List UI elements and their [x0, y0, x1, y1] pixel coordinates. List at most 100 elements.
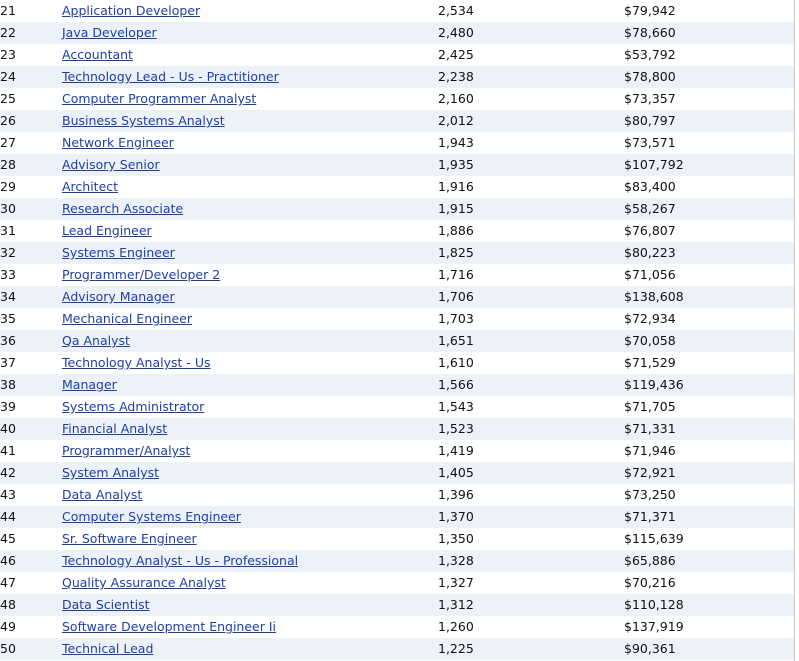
salary-cell: $78,660 — [624, 25, 676, 40]
rank-cell: 28 — [0, 157, 16, 172]
count-cell: 1,716 — [438, 267, 474, 282]
job-title-link[interactable]: Programmer/Analyst — [62, 443, 191, 458]
salary-cell: $76,807 — [624, 223, 676, 238]
rank-cell: 30 — [0, 201, 16, 216]
job-title-cell: Technology Analyst - Us — [62, 352, 211, 374]
job-title-cell: Programmer/Developer 2 — [62, 264, 220, 286]
salary-cell: $71,331 — [624, 421, 676, 436]
rank-cell: 36 — [0, 333, 16, 348]
job-title-link[interactable]: Sr. Software Engineer — [62, 531, 197, 546]
job-title-link[interactable]: Advisory Manager — [62, 289, 175, 304]
salary-cell: $71,529 — [624, 355, 676, 370]
job-title-link[interactable]: Financial Analyst — [62, 421, 168, 436]
job-title-cell: Technology Lead - Us - Practitioner — [62, 66, 279, 88]
job-title-link[interactable]: Technology Analyst - Us — [62, 355, 211, 370]
table-row: 45 Sr. Software Engineer 1,350 $115,639 — [0, 528, 794, 550]
job-title-cell: Java Developer — [62, 22, 157, 44]
rank-cell: 41 — [0, 443, 16, 458]
salary-cell: $73,357 — [624, 91, 676, 106]
job-title-link[interactable]: System Analyst — [62, 465, 160, 480]
count-cell: 1,405 — [438, 465, 474, 480]
salary-cell: $72,934 — [624, 311, 676, 326]
job-title-link[interactable]: Qa Analyst — [62, 333, 130, 348]
count-cell: 2,480 — [438, 25, 474, 40]
job-title-link[interactable]: Lead Engineer — [62, 223, 152, 238]
rank-cell: 48 — [0, 597, 16, 612]
job-title-link[interactable]: Programmer/Developer 2 — [62, 267, 221, 282]
job-title-cell: Software Development Engineer Ii — [62, 616, 276, 638]
count-cell: 1,610 — [438, 355, 474, 370]
job-title-link[interactable]: Data Analyst — [62, 487, 143, 502]
job-title-link[interactable]: Technology Lead - Us - Practitioner — [62, 69, 279, 84]
count-cell: 2,012 — [438, 113, 474, 128]
job-title-link[interactable]: Data Scientist — [62, 597, 150, 612]
rank-cell: 44 — [0, 509, 16, 524]
job-title-cell: Manager — [62, 374, 117, 396]
table-row: 28 Advisory Senior 1,935 $107,792 — [0, 154, 794, 176]
table-row: 25 Computer Programmer Analyst 2,160 $73,35… — [0, 88, 794, 110]
job-title-cell: Technical Lead — [62, 638, 153, 660]
salary-cell: $71,056 — [624, 267, 676, 282]
job-title-link[interactable]: Systems Engineer — [62, 245, 175, 260]
count-cell: 2,238 — [438, 69, 474, 84]
count-cell: 1,943 — [438, 135, 474, 150]
count-cell: 1,225 — [438, 641, 474, 656]
rank-cell: 49 — [0, 619, 16, 634]
salary-cell: $53,792 — [624, 47, 676, 62]
job-title-link[interactable]: Architect — [62, 179, 119, 194]
table-row: 27 Network Engineer 1,943 $73,571 — [0, 132, 794, 154]
job-title-cell: Quality Assurance Analyst — [62, 572, 226, 594]
job-title-cell: Mechanical Engineer — [62, 308, 192, 330]
job-title-link[interactable]: Technical Lead — [62, 641, 154, 656]
job-title-link[interactable]: Computer Systems Engineer — [62, 509, 241, 524]
table-row: 26 Business Systems Analyst 2,012 $80,797 — [0, 110, 794, 132]
salary-cell: $73,250 — [624, 487, 676, 502]
job-title-cell: Business Systems Analyst — [62, 110, 225, 132]
count-cell: 1,706 — [438, 289, 474, 304]
count-cell: 1,916 — [438, 179, 474, 194]
rank-cell: 29 — [0, 179, 16, 194]
count-cell: 1,260 — [438, 619, 474, 634]
rank-cell: 39 — [0, 399, 16, 414]
job-title-link[interactable]: Java Developer — [62, 25, 157, 40]
job-title-cell: Lead Engineer — [62, 220, 152, 242]
table-row: 50 Technical Lead 1,225 $90,361 — [0, 638, 794, 660]
job-title-cell: Data Scientist — [62, 594, 150, 616]
table-row: 48 Data Scientist 1,312 $110,128 — [0, 594, 794, 616]
job-title-link[interactable]: Quality Assurance Analyst — [62, 575, 226, 590]
table-row: 30 Research Associate 1,915 $58,267 — [0, 198, 794, 220]
job-title-link[interactable]: Advisory Senior — [62, 157, 160, 172]
count-cell: 1,370 — [438, 509, 474, 524]
salary-cell: $107,792 — [624, 157, 684, 172]
salary-cell: $80,797 — [624, 113, 676, 128]
job-title-link[interactable]: Research Associate — [62, 201, 184, 216]
job-title-link[interactable]: Software Development Engineer Ii — [62, 619, 277, 634]
rank-cell: 24 — [0, 69, 16, 84]
count-cell: 1,350 — [438, 531, 474, 546]
job-title-cell: Systems Administrator — [62, 396, 204, 418]
job-title-link[interactable]: Systems Administrator — [62, 399, 205, 414]
job-title-link[interactable]: Accountant — [62, 47, 133, 62]
job-title-link[interactable]: Network Engineer — [62, 135, 174, 150]
count-cell: 1,328 — [438, 553, 474, 568]
job-title-link[interactable]: Computer Programmer Analyst — [62, 91, 257, 106]
count-cell: 1,566 — [438, 377, 474, 392]
count-cell: 1,419 — [438, 443, 474, 458]
job-title-link[interactable]: Technology Analyst - Us - Professional — [62, 553, 299, 568]
job-title-link[interactable]: Application Developer — [62, 3, 201, 18]
job-title-link[interactable]: Manager — [62, 377, 117, 392]
job-title-link[interactable]: Mechanical Engineer — [62, 311, 192, 326]
count-cell: 1,523 — [438, 421, 474, 436]
rank-cell: 32 — [0, 245, 16, 260]
rank-cell: 21 — [0, 3, 16, 18]
rank-cell: 34 — [0, 289, 16, 304]
count-cell: 1,935 — [438, 157, 474, 172]
table-row: 47 Quality Assurance Analyst 1,327 $70,216 — [0, 572, 794, 594]
job-title-link[interactable]: Business Systems Analyst — [62, 113, 225, 128]
rank-cell: 43 — [0, 487, 16, 502]
count-cell: 1,543 — [438, 399, 474, 414]
job-title-cell: Computer Programmer Analyst — [62, 88, 256, 110]
rank-cell: 22 — [0, 25, 16, 40]
job-title-cell: Financial Analyst — [62, 418, 167, 440]
